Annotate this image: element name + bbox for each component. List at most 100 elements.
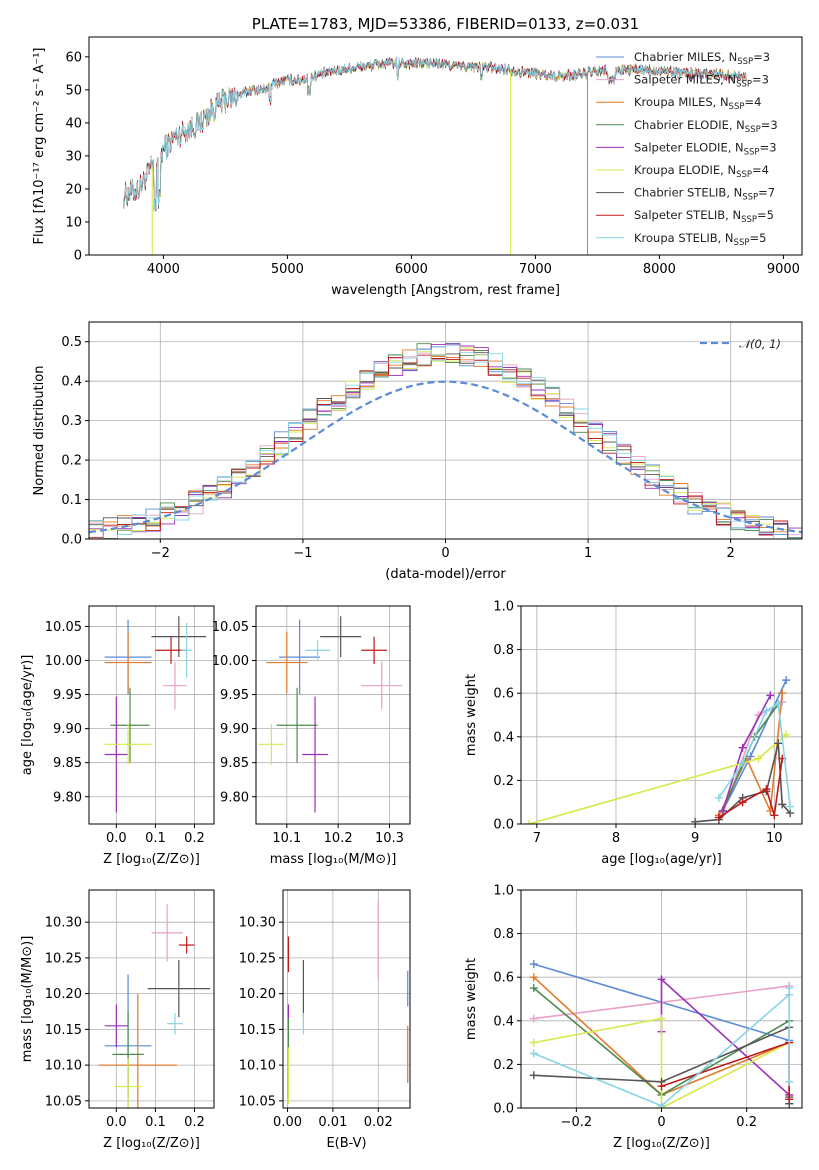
normal-reference-curve <box>89 380 802 534</box>
weight-marker <box>529 1049 538 1058</box>
x-tick-label: 10.3 <box>375 831 404 846</box>
y-tick-label: 60 <box>65 50 82 65</box>
chart-mass-vs-EBV: 0.00 0.01 0.02 10.05 10.10 10.15 10.20 10.25 10.… <box>239 889 411 1151</box>
weight-line-kroupa-elodie <box>528 733 787 824</box>
weight-marker <box>738 758 747 767</box>
y-tick-label: 0.3 <box>61 414 82 429</box>
y-axis-label: age [log₁₀(age/yr)] <box>20 655 35 776</box>
y-tick-label: 0.4 <box>493 730 514 745</box>
plot-area <box>524 676 795 824</box>
x-tick-label: 5000 <box>271 262 304 277</box>
spectrum-line-kroupa-stelib <box>123 57 747 212</box>
y-tick-label: 0.4 <box>61 375 82 390</box>
plot-area <box>98 904 211 1108</box>
plot-area <box>123 56 747 255</box>
x-tick-label: 4000 <box>147 262 180 277</box>
legend-label: Chabrier MILES, NSSP=3 <box>634 50 770 67</box>
legend-label-main: Salpeter ELODIE, N <box>634 140 744 154</box>
axes-frame <box>282 889 411 1109</box>
weight-marker <box>785 984 794 993</box>
weight-marker <box>762 785 771 794</box>
x-axis-label: mass [log₁₀(M/M⊙)] <box>270 852 397 867</box>
legend-label: Salpeter MILES, NSSP=3 <box>634 73 769 90</box>
weight-line-chabrier-stelib <box>695 743 791 823</box>
y-tick-label: 9.80 <box>220 790 249 805</box>
y-tick-label: 0.5 <box>61 335 82 350</box>
x-tick-label: 0.1 <box>145 1115 166 1130</box>
y-tick-label: 0.4 <box>493 1014 514 1029</box>
weight-marker <box>785 1095 794 1104</box>
y-tick-label: 10.05 <box>45 620 82 635</box>
weight-marker <box>778 689 787 698</box>
x-tick-label: 0.2 <box>736 1115 757 1130</box>
legend-label-main: Kroupa ELODIE, N <box>634 163 736 177</box>
y-tick-label: 0.2 <box>61 454 82 469</box>
legend-label-main: Chabrier STELIB, N <box>634 186 742 200</box>
chart-age-vs-Z: 0.0 0.1 0.2 9.80 9.85 9.90 9.95 10.00 10.05 Z [lo… <box>20 605 215 867</box>
weight-marker <box>774 739 783 748</box>
y-tick-label: 10 <box>65 215 82 230</box>
weight-marker <box>785 1077 794 1086</box>
axes-frame <box>520 605 803 825</box>
y-tick-label: 10.10 <box>45 1059 82 1074</box>
weight-marker <box>778 800 787 809</box>
x-tick-label: −1 <box>293 546 312 561</box>
x-tick-label: 6000 <box>395 262 428 277</box>
chart-age-vs-mass: 10.1 10.2 10.3 9.80 9.85 9.90 9.95 10.00 10.05 ma… <box>212 605 411 867</box>
y-tick-label: 9.90 <box>53 722 82 737</box>
y-tick-label: 10.15 <box>239 1023 276 1038</box>
legend-label-sub: SSP <box>742 193 758 203</box>
axes-frame <box>255 605 411 825</box>
x-tick-label: 8 <box>612 831 620 846</box>
weight-line-salpeter-elodie <box>660 977 790 1104</box>
x-tick-label: 1 <box>584 546 592 561</box>
legend-label-sub: SSP <box>736 170 752 180</box>
x-axis-label: E(B-V) <box>326 1136 366 1151</box>
legend-label-sub: SSP <box>745 125 761 135</box>
x-tick-label: 0.01 <box>318 1115 347 1130</box>
x-axis-label: Z [log₁₀(Z/Z⊙)] <box>613 1136 710 1151</box>
y-tick-label: 10.30 <box>45 916 82 931</box>
weight-marker <box>657 1014 666 1023</box>
weight-marker <box>529 984 538 993</box>
axes-frame <box>88 36 803 256</box>
weight-marker <box>657 1082 666 1091</box>
x-tick-label: 0.0 <box>106 1115 127 1130</box>
weight-marker <box>529 1038 538 1047</box>
x-axis-label: age [log₁₀(age/yr)] <box>601 852 722 867</box>
x-axis-label: Z [log₁₀(Z/Z⊙)] <box>103 1136 200 1151</box>
legend-label-sub: SSP <box>736 80 752 90</box>
legend-label: 𝒩(0, 1) <box>739 337 781 351</box>
weight-marker <box>691 817 700 824</box>
plot-area <box>89 343 802 539</box>
y-tick-label: 0.8 <box>493 927 514 942</box>
y-axis-label: mass weight <box>464 958 479 1040</box>
y-tick-label: 10.20 <box>45 987 82 1002</box>
axes-frame <box>88 889 215 1109</box>
legend-label-tail: =7 <box>758 186 775 200</box>
x-tick-label: 10 <box>766 831 783 846</box>
weight-marker <box>774 700 783 709</box>
weight-marker <box>762 706 771 715</box>
y-tick-label: 0.6 <box>493 687 514 702</box>
y-tick-label: 10.30 <box>239 916 276 931</box>
chart-title: PLATE=1783, MJD=53386, FIBERID=0133, z=0… <box>252 15 639 33</box>
legend-label-tail: =3 <box>753 50 770 64</box>
y-tick-label: 9.95 <box>220 688 249 703</box>
y-axis-label: Normed distribution <box>32 366 47 496</box>
weight-marker <box>770 811 779 820</box>
legend-label-main: Chabrier MILES, N <box>634 50 737 64</box>
x-tick-label: 7 <box>533 831 541 846</box>
y-tick-label: 9.85 <box>53 756 82 771</box>
plot-area <box>287 900 409 1105</box>
y-tick-label: 10.15 <box>45 1023 82 1038</box>
y-axis-label: mass weight <box>464 674 479 756</box>
x-tick-label: 0 <box>657 1115 665 1130</box>
x-axis-label: (data-model)/error <box>385 567 506 582</box>
weight-marker <box>529 973 538 982</box>
legend-label: Kroupa ELODIE, NSSP=4 <box>634 163 769 180</box>
y-tick-label: 0.0 <box>493 818 514 833</box>
legend-label-tail: =3 <box>752 73 769 87</box>
y-tick-label: 0.8 <box>493 643 514 658</box>
y-tick-label: 20 <box>65 182 82 197</box>
